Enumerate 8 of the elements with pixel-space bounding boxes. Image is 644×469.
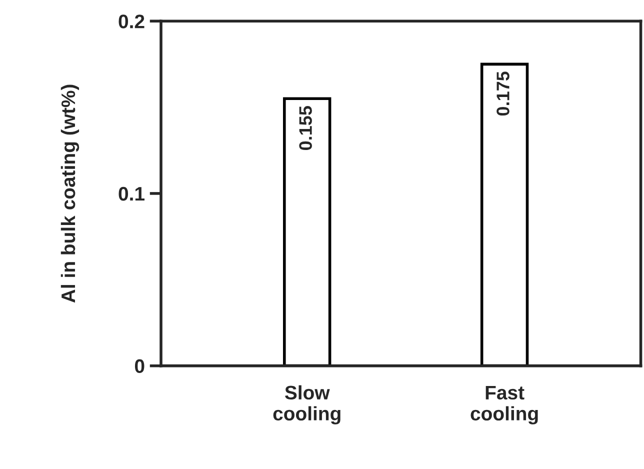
data-label: 0.175 [496,72,510,116]
y-axis-title: Al in bulk coating (wt%) [60,84,80,303]
y-tick-label: 0.2 [118,14,144,28]
y-tick-label: 0.1 [118,186,144,201]
y-tick-label: 0 [134,359,144,374]
data-label: 0.155 [299,106,312,150]
x-tick-label: Slow cooling [273,385,340,424]
x-tick-label: Fast cooling [470,386,538,424]
